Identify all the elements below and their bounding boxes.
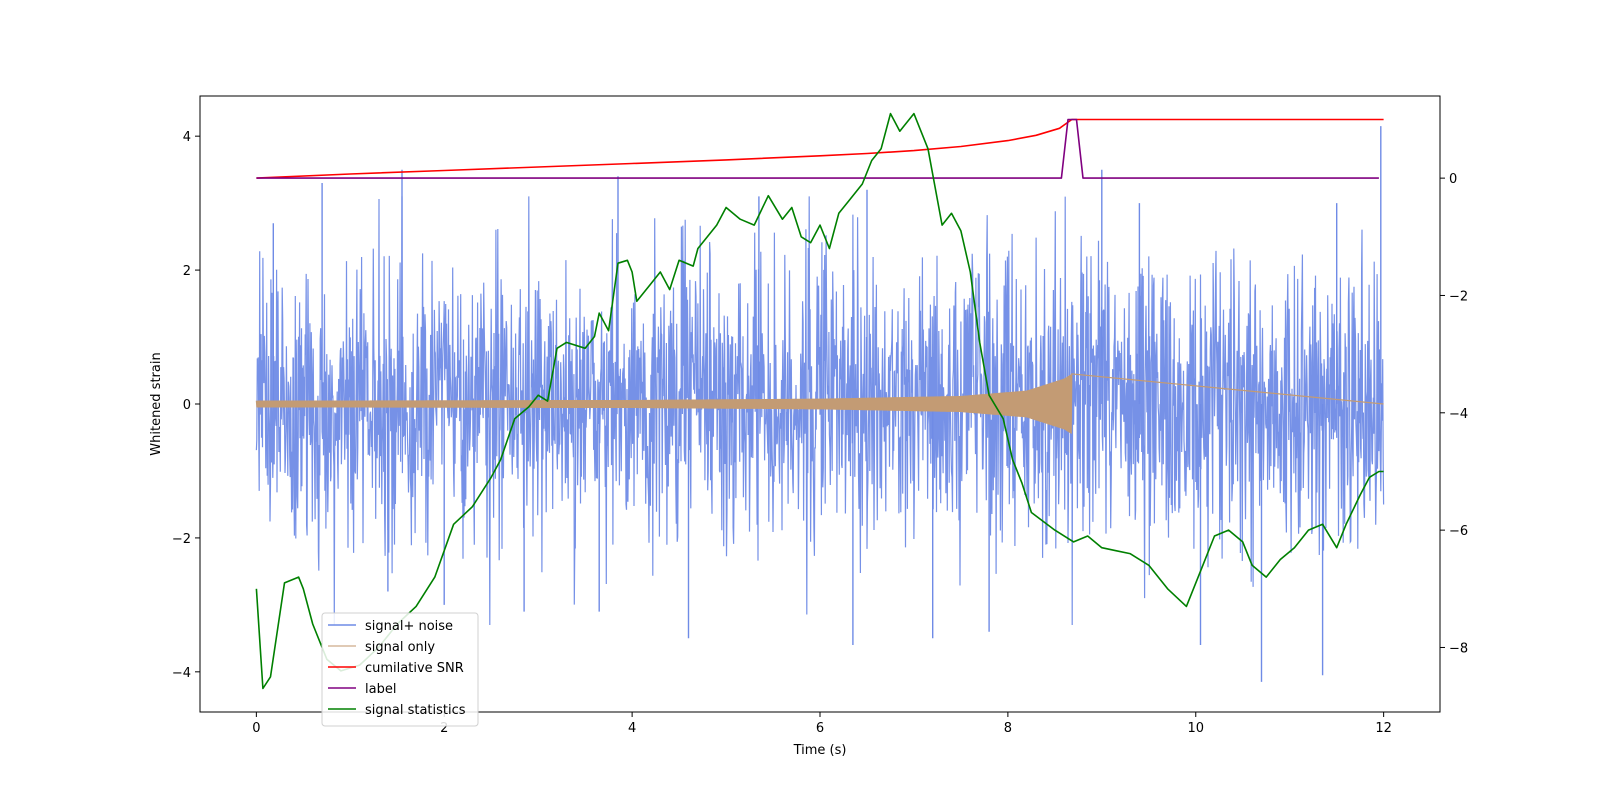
x-tick-label: 10 [1187,721,1204,736]
y2-tick-label: −4 [1449,407,1468,422]
noise-trace [255,196,1385,626]
y-tick-label: 4 [183,130,191,145]
legend-label: signal only [365,640,435,655]
x-tick-label: 0 [252,721,260,736]
series-line [255,112,1384,690]
y2-axis-ticks: −8 −6 −4 −2 0 [1440,172,1468,656]
y-tick-label: 0 [183,398,191,413]
legend-label: signal statistics [365,703,466,718]
series-line [256,118,1379,179]
y-tick-label: −2 [172,532,191,547]
y-axis-ticks: −4 −2 0 2 4 [172,130,200,681]
series-cumilative-snr [256,118,1384,179]
legend-label: label [365,682,396,697]
legend-item: cumilative SNR [328,661,464,676]
y2-tick-label: 0 [1449,172,1457,187]
legend-box [321,612,479,727]
series-signal-statistics [255,112,1384,690]
legend-item: label [328,682,396,697]
x-axis-ticks: 0 2 4 6 8 10 12 [252,712,1392,736]
y-tick-label: −4 [172,666,191,681]
y2-tick-label: −8 [1449,641,1468,656]
series-label [256,118,1379,179]
legend: signal+ noise signal only cumilative SNR la… [321,612,479,727]
legend-item: signal only [328,640,435,655]
x-tick-label: 8 [1004,721,1012,736]
series-signal-noise [255,126,1385,682]
x-tick-label: 4 [628,721,636,736]
y2-tick-label: −2 [1449,289,1468,304]
y2-tick-label: −6 [1449,524,1468,539]
x-tick-label: 6 [816,721,824,736]
y-axis-label: Whitened strain [149,352,164,455]
y-tick-label: 2 [183,264,191,279]
plot-area [255,112,1385,690]
legend-label: cumilative SNR [365,661,464,676]
series-line [256,118,1384,179]
series-signal-only [255,373,1384,434]
legend-label: signal+ noise [365,619,453,634]
legend-item: signal statistics [328,703,466,718]
legend-item: signal+ noise [328,619,453,634]
x-tick-label: 2 [440,721,448,736]
x-axis-label: Time (s) [793,743,847,758]
chirp-trace [255,373,1384,434]
x-tick-label: 12 [1375,721,1392,736]
